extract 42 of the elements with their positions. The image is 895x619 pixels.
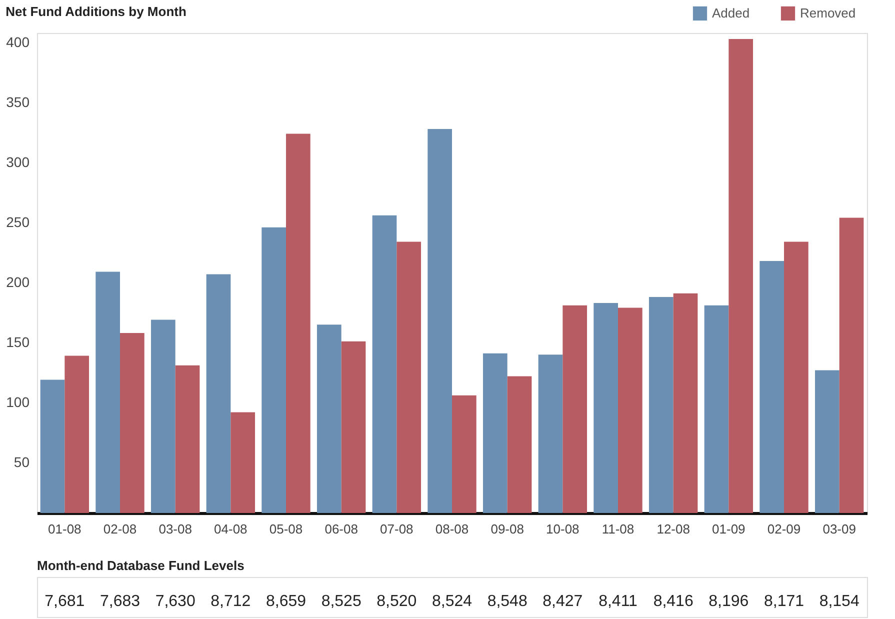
x-tick-label: 01-08 bbox=[48, 522, 82, 536]
x-tick-label: 07-08 bbox=[380, 522, 414, 536]
x-tick-label: 05-08 bbox=[269, 522, 303, 536]
x-tick-label: 08-08 bbox=[435, 522, 469, 536]
text: 8,427 bbox=[542, 593, 583, 610]
text: Month-end Database Fund Levels bbox=[37, 558, 244, 573]
text: 8,659 bbox=[266, 593, 306, 610]
x-tick-label: 10-08 bbox=[546, 522, 580, 536]
text: 8,525 bbox=[321, 593, 362, 610]
text: 7,683 bbox=[100, 593, 140, 610]
text: 8,411 bbox=[598, 593, 638, 610]
legend-label: Added bbox=[712, 5, 750, 20]
x-tick-label: 06-08 bbox=[324, 522, 358, 536]
y-tick-label: 100 bbox=[6, 394, 30, 410]
x-tick-label: 02-09 bbox=[767, 522, 801, 536]
y-tick-label: 300 bbox=[6, 154, 30, 170]
text: 8,520 bbox=[376, 593, 417, 610]
y-tick-label: 150 bbox=[6, 334, 30, 350]
text: 8,712 bbox=[210, 593, 251, 610]
text: 8,171 bbox=[764, 593, 804, 610]
x-tick-label: 03-08 bbox=[158, 522, 192, 536]
chart-title: Net Fund Additions by Month bbox=[6, 4, 186, 19]
y-tick-label: 350 bbox=[6, 94, 30, 110]
y-tick-label: 50 bbox=[14, 454, 30, 470]
text: 7,630 bbox=[155, 593, 196, 610]
x-tick-label: 03-09 bbox=[822, 522, 856, 536]
text: 8,524 bbox=[432, 593, 472, 610]
text: 8,196 bbox=[708, 593, 749, 610]
x-tick-label: 12-08 bbox=[656, 522, 690, 536]
y-tick-label: 400 bbox=[6, 34, 30, 50]
x-tick-label: 11-08 bbox=[602, 522, 634, 536]
text: 8,154 bbox=[819, 593, 860, 610]
x-tick-label: 01-09 bbox=[712, 522, 746, 536]
y-tick-label: 200 bbox=[6, 274, 30, 290]
text: 8,548 bbox=[487, 593, 528, 610]
x-tick-label: 02-08 bbox=[103, 522, 137, 536]
x-tick-label: 09-08 bbox=[490, 522, 524, 536]
x-tick-label: 04-08 bbox=[214, 522, 248, 536]
y-tick-label: 250 bbox=[6, 214, 30, 230]
text: 7,681 bbox=[44, 593, 85, 610]
legend-label: Removed bbox=[800, 5, 856, 20]
text: 8,416 bbox=[653, 593, 694, 610]
